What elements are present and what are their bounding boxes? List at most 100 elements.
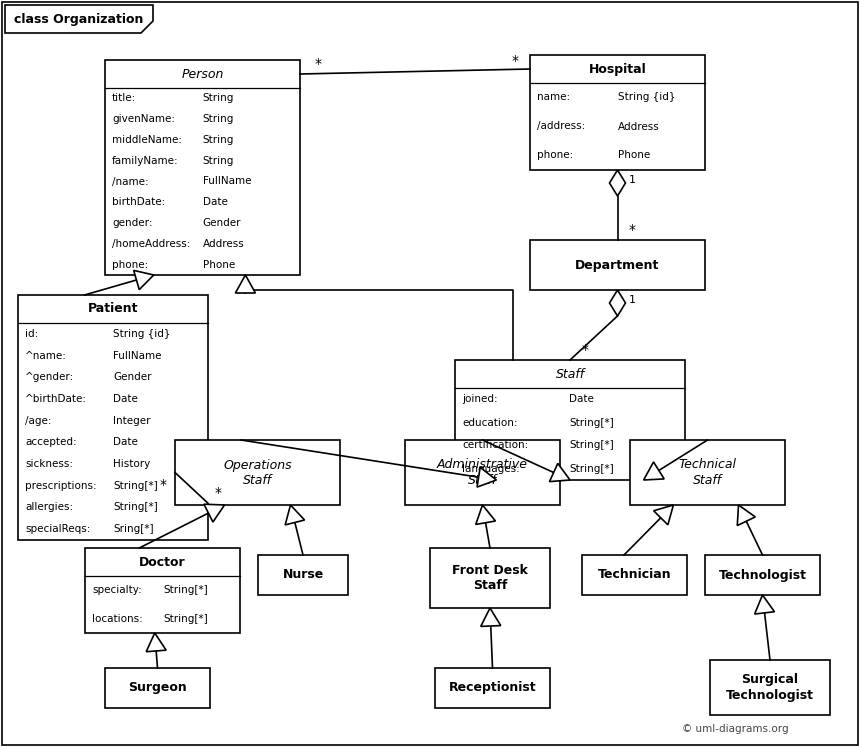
Text: Gender: Gender [203, 218, 241, 228]
Text: givenName:: givenName: [112, 114, 175, 124]
Text: middleName:: middleName: [112, 135, 182, 145]
Text: String[*]: String[*] [569, 418, 614, 427]
Polygon shape [737, 505, 755, 526]
Polygon shape [476, 505, 495, 524]
Text: *: * [581, 343, 588, 357]
Text: String[*]: String[*] [163, 585, 208, 595]
Text: joined:: joined: [462, 394, 498, 404]
Text: Gender: Gender [114, 372, 151, 382]
Text: String: String [203, 135, 234, 145]
Polygon shape [610, 290, 625, 316]
Text: locations:: locations: [92, 614, 143, 624]
Text: allergies:: allergies: [25, 503, 73, 512]
Text: String[*]: String[*] [569, 441, 614, 450]
Text: Technician: Technician [598, 568, 672, 581]
Text: specialReqs:: specialReqs: [25, 524, 90, 534]
Text: String: String [203, 93, 234, 103]
Text: education:: education: [462, 418, 518, 427]
Text: Technical
Staff: Technical Staff [679, 459, 736, 486]
Bar [258, 555, 348, 595]
Bar [705, 555, 820, 595]
Text: Address: Address [203, 239, 244, 249]
Bar [430, 548, 550, 608]
Text: sickness:: sickness: [25, 459, 73, 469]
Text: class Organization: class Organization [15, 13, 144, 25]
Polygon shape [236, 275, 255, 293]
Text: *: * [214, 486, 222, 500]
Text: /homeAddress:: /homeAddress: [112, 239, 190, 249]
Polygon shape [754, 595, 775, 614]
Text: languages:: languages: [462, 463, 519, 474]
Text: birthDate:: birthDate: [112, 197, 165, 207]
Text: Department: Department [575, 258, 660, 271]
Polygon shape [481, 608, 501, 627]
Text: Receptionist: Receptionist [449, 681, 537, 695]
Polygon shape [610, 170, 625, 196]
Text: Front Desk
Staff: Front Desk Staff [452, 564, 528, 592]
Text: © uml-diagrams.org: © uml-diagrams.org [682, 724, 789, 734]
Text: title:: title: [112, 93, 136, 103]
Polygon shape [477, 468, 496, 487]
Text: Sring[*]: Sring[*] [114, 524, 154, 534]
Polygon shape [550, 463, 570, 482]
Text: Phone: Phone [203, 260, 235, 270]
Text: *: * [512, 54, 519, 68]
Bar [105, 60, 300, 275]
Bar [710, 660, 830, 715]
Text: ^birthDate:: ^birthDate: [25, 394, 87, 404]
Text: Date: Date [114, 437, 138, 447]
Text: /name:: /name: [112, 176, 149, 187]
Text: ^gender:: ^gender: [25, 372, 74, 382]
Text: /address:: /address: [537, 122, 586, 131]
Text: certification:: certification: [462, 441, 528, 450]
Text: Administrative
Staff: Administrative Staff [437, 459, 528, 486]
Text: Operations
Staff: Operations Staff [224, 459, 292, 486]
Polygon shape [643, 462, 664, 480]
Text: FullName: FullName [114, 350, 162, 361]
Text: *: * [315, 57, 322, 71]
Text: *: * [629, 223, 636, 237]
Bar [105, 668, 210, 708]
Text: Technologist: Technologist [718, 568, 807, 581]
Text: Address: Address [618, 122, 660, 131]
Text: phone:: phone: [537, 150, 574, 161]
Text: ^name:: ^name: [25, 350, 67, 361]
Text: Nurse: Nurse [282, 568, 323, 581]
Polygon shape [133, 270, 154, 290]
Text: specialty:: specialty: [92, 585, 142, 595]
Text: Staff: Staff [556, 368, 585, 380]
Text: Phone: Phone [618, 150, 650, 161]
Text: Patient: Patient [88, 303, 138, 315]
Text: Date: Date [114, 394, 138, 404]
Text: prescriptions:: prescriptions: [25, 481, 96, 491]
Text: Doctor: Doctor [139, 556, 186, 568]
Bar [455, 360, 685, 480]
Text: String[*]: String[*] [114, 503, 158, 512]
Bar [530, 55, 705, 170]
Polygon shape [654, 505, 673, 525]
Text: *: * [159, 477, 167, 492]
Bar [582, 555, 687, 595]
Text: String[*]: String[*] [569, 463, 614, 474]
Text: String {id}: String {id} [618, 93, 675, 102]
Text: Surgical
Technologist: Surgical Technologist [726, 674, 814, 701]
Bar [18, 295, 208, 540]
Bar [85, 548, 240, 633]
Polygon shape [146, 633, 166, 651]
Text: accepted:: accepted: [25, 437, 77, 447]
Bar [530, 240, 705, 290]
Text: String: String [203, 114, 234, 124]
Polygon shape [204, 504, 224, 522]
Text: Person: Person [181, 67, 224, 81]
Text: Hospital: Hospital [588, 63, 647, 75]
Text: Date: Date [203, 197, 228, 207]
Text: gender:: gender: [112, 218, 152, 228]
Text: 1: 1 [629, 175, 636, 185]
Text: History: History [114, 459, 150, 469]
Text: Surgeon: Surgeon [128, 681, 187, 695]
Text: String: String [203, 155, 234, 166]
Text: String[*]: String[*] [114, 481, 158, 491]
Bar [405, 440, 560, 505]
Text: 1: 1 [629, 295, 636, 305]
Polygon shape [286, 505, 304, 525]
